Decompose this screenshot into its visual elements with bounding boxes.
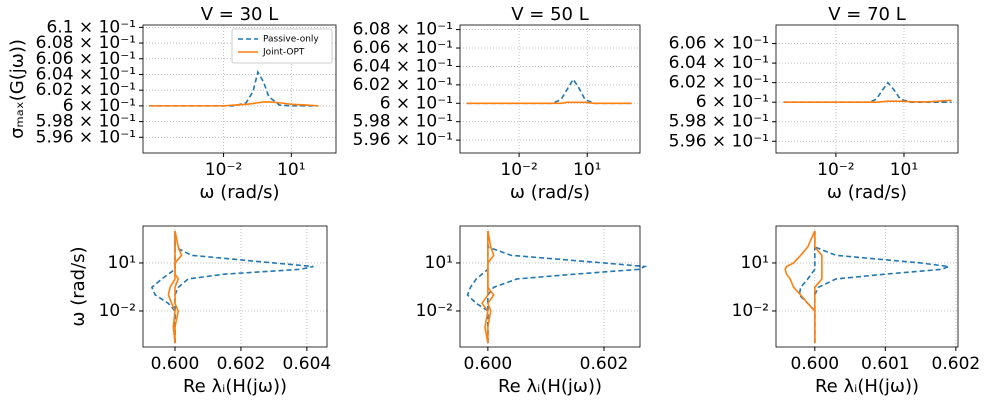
y-tick-label: 6.04 × 10⁻¹ [353,56,453,76]
series-line [486,230,495,343]
y-tick-label: 5.98 × 10⁻¹ [353,112,453,132]
x-tick-label: 0.600 [151,354,200,374]
series-line [174,230,314,343]
series-line [150,230,176,343]
legend-box [231,28,333,64]
y-tick-label: 10¹ [108,253,136,273]
x-tick-label: 10⁻² [500,160,537,180]
y-tick-label: 5.98 × 10⁻¹ [36,112,136,132]
x-tick-label: 0.602 [580,354,629,374]
y-tick-label: 6.02 × 10⁻¹ [669,73,769,93]
x-tick-label: 10¹ [573,160,601,180]
y-tick-label: 5.96 × 10⁻¹ [36,127,136,147]
y-tick-label: 10⁻² [732,301,769,321]
series-line [487,230,648,343]
x-tick-label: 0.600 [790,354,839,374]
axes-frame [459,225,641,348]
y-tick-label: 5.96 × 10⁻¹ [353,130,453,150]
x-axis-label: ω (rad/s) [510,182,590,203]
chart-title: V = 70 L [828,4,906,25]
legend-label: Joint-OPT [262,48,305,58]
x-axis-label: ω (rad/s) [199,182,279,203]
x-tick-label: 0.602 [217,354,266,374]
axes-frame [142,24,337,154]
y-tick-label: 10¹ [741,253,769,273]
y-tick-label: 6.04 × 10⁻¹ [669,53,769,73]
series-line [167,230,176,344]
y-tick-label: 10⁻² [99,301,136,321]
x-axis-label: Re λᵢ(H(jω)) [815,376,919,397]
y-tick-label: 6.06 × 10⁻¹ [36,49,136,69]
x-tick-label: 0.602 [932,354,981,374]
y-tick-label: 10⁻² [416,301,453,321]
y-tick-label: 6.1 × 10⁻¹ [46,17,136,37]
axes-frame [775,225,959,348]
y-tick-label: 6.08 × 10⁻¹ [353,20,453,40]
series-line [481,230,489,344]
series-line [814,230,953,343]
y-axis-label: σₘₐₓ(G(jω)) [7,39,28,139]
series-line [149,101,319,107]
y-axis-label: ω (rad/s) [68,246,89,326]
series-line [783,99,952,103]
legend-label: Passive-only [263,35,319,45]
y-tick-label: 6.04 × 10⁻¹ [36,64,136,84]
axes-frame [775,24,959,154]
x-tick-label: 10¹ [890,160,918,180]
chart-title: V = 30 L [201,4,279,25]
y-tick-label: 6.02 × 10⁻¹ [36,80,136,100]
series-line [466,77,632,105]
series-line [814,230,823,343]
x-axis-label: ω (rad/s) [827,182,907,203]
y-tick-label: 6 × 10⁻¹ [63,96,136,116]
x-tick-label: 0.604 [283,354,332,374]
y-tick-label: 6.02 × 10⁻¹ [353,75,453,95]
y-tick-label: 6.08 × 10⁻¹ [36,33,136,53]
y-tick-label: 6.06 × 10⁻¹ [669,34,769,54]
series-line [783,81,952,103]
axes-frame [142,225,328,348]
x-axis-label: Re λᵢ(H(jω)) [498,376,602,397]
y-tick-label: 6 × 10⁻¹ [380,93,453,113]
x-tick-label: 0.601 [861,354,910,374]
y-tick-label: 10¹ [425,253,453,273]
y-tick-label: 5.98 × 10⁻¹ [669,112,769,132]
series-line [784,230,816,343]
x-tick-label: 10⁻² [205,160,242,180]
y-tick-label: 6 × 10⁻¹ [696,92,769,112]
x-tick-label: 10¹ [277,160,305,180]
series-line [466,101,632,105]
y-tick-label: 6.06 × 10⁻¹ [353,38,453,58]
axes-frame [459,24,641,154]
x-axis-label: Re λᵢ(H(jω)) [183,376,287,397]
x-tick-label: 0.600 [464,354,513,374]
series-line [174,230,183,343]
series-line [149,69,319,107]
chart-title: V = 50 L [511,4,589,25]
x-tick-label: 10⁻² [817,160,854,180]
y-tick-label: 5.96 × 10⁻¹ [669,131,769,151]
